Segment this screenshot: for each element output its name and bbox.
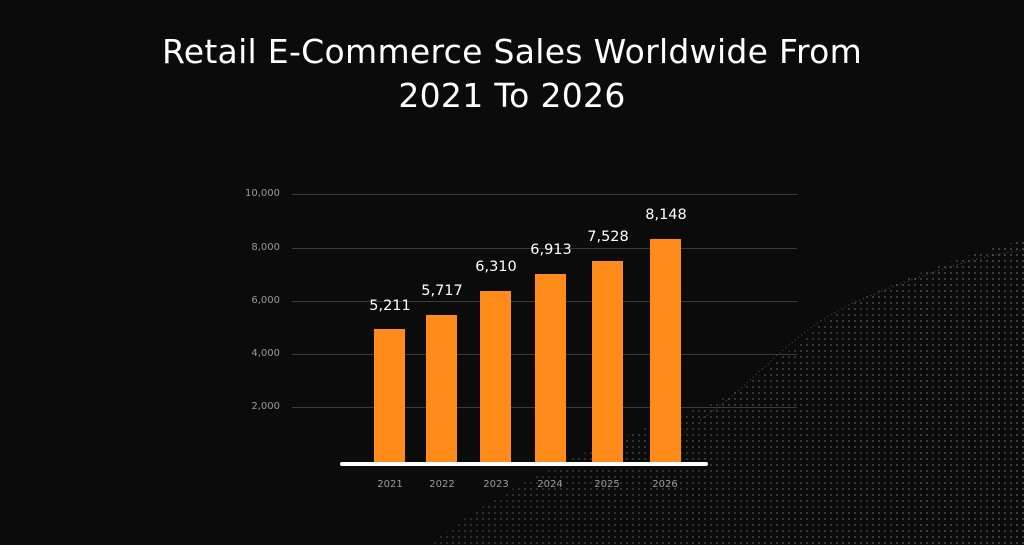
chart-title-line-1: Retail E-Commerce Sales Worldwide From <box>161 32 863 71</box>
y-tick-6000: 6,000 <box>251 295 280 306</box>
chart-title-line-2: 2021 To 2026 <box>398 76 626 115</box>
bar-2021 <box>374 329 405 464</box>
x-label-2025: 2025 <box>594 479 620 490</box>
x-label-2023: 2023 <box>483 479 509 490</box>
value-label-2025: 7,528 <box>587 229 629 245</box>
value-label-2022: 5,717 <box>421 283 463 299</box>
y-tick-4000: 4,000 <box>251 348 280 359</box>
value-label-2026: 8,148 <box>645 207 687 223</box>
x-label-2026: 2026 <box>652 479 678 490</box>
x-axis-line <box>340 462 708 466</box>
x-label-2021: 2021 <box>377 479 403 490</box>
bar-2025 <box>592 261 623 464</box>
x-label-2024: 2024 <box>537 479 563 490</box>
gridline <box>292 248 797 249</box>
value-label-2024: 6,913 <box>530 242 572 258</box>
value-label-2021: 5,211 <box>369 298 411 314</box>
bar-2022 <box>426 315 457 464</box>
x-label-2022: 2022 <box>429 479 455 490</box>
value-label-2023: 6,310 <box>475 259 517 275</box>
y-tick-2000: 2,000 <box>251 401 280 412</box>
bar-2023 <box>480 291 511 464</box>
gridline <box>292 194 797 195</box>
bar-2026 <box>650 239 681 464</box>
chart-title: Retail E-Commerce Sales Worldwide From 2… <box>0 30 1024 118</box>
bar-2024 <box>535 274 566 464</box>
y-tick-8000: 8,000 <box>251 242 280 253</box>
y-tick-10000: 10,000 <box>245 188 280 199</box>
